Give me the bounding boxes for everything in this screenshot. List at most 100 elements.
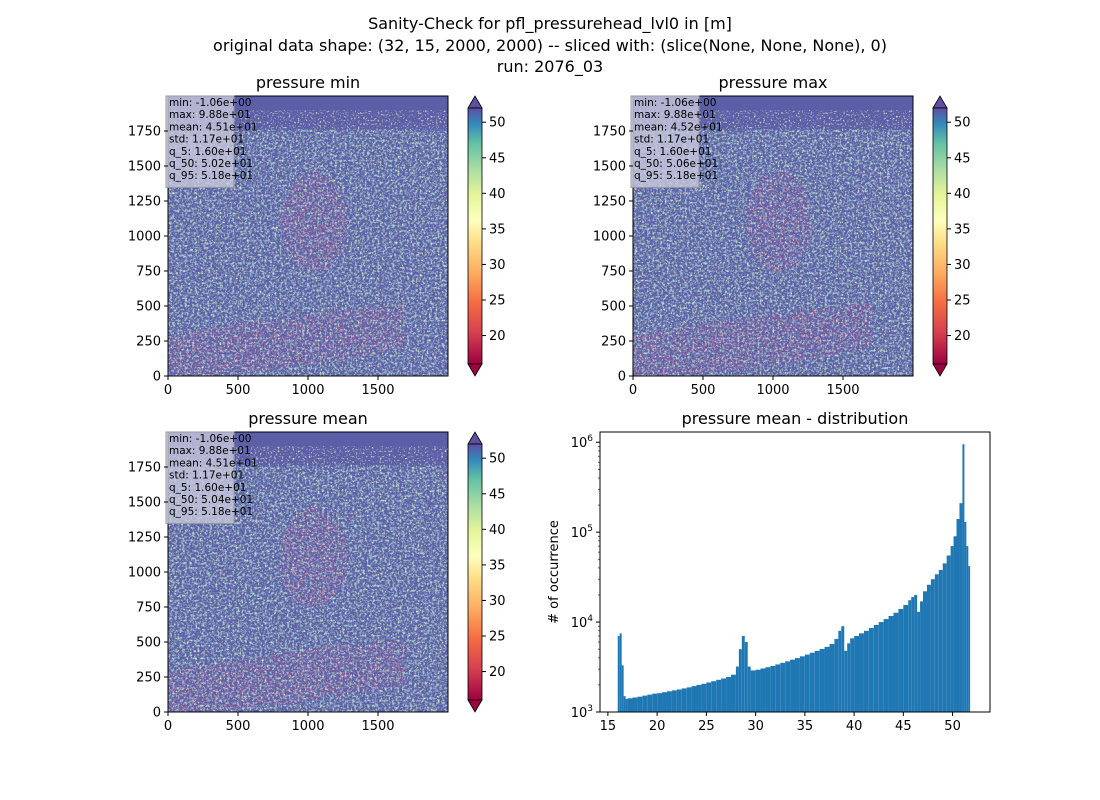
y-tick-label: 750 [136,601,161,616]
stats-line: q_5: 1.60e+01 [169,482,246,494]
histogram-bar [930,579,935,712]
y-tick-label: 1250 [593,195,626,210]
histogram-bar [735,666,739,712]
y-tick-label: 750 [601,265,626,280]
histogram-bar [804,654,810,712]
histogram-bar [923,591,927,712]
histogram-bar [691,686,697,712]
histogram-bar [747,666,751,712]
histogram-bar [790,659,795,712]
histogram-bar [711,681,717,712]
x-tick-label: 1500 [826,383,859,398]
histogram-panel: pressure mean - distribution 15 20 25 30 35 40… [547,409,991,734]
colorbar-tick-label: 40 [489,187,506,202]
histogram-bar [625,698,628,712]
stats-line: min: -1.06e+00 [634,97,716,109]
histogram-bar [744,642,748,712]
y-tick-label: 1250 [128,195,161,210]
histogram-bar [780,662,786,712]
y-tick-label: 0 [153,370,161,385]
x-tick-label: 1000 [291,383,324,398]
x-tick-label: 1500 [361,383,394,398]
histogram-bar [962,444,965,712]
y-tick-label: 250 [136,671,161,686]
histogram-bar [642,695,648,712]
histogram-bar [716,679,722,712]
heatmap-image [633,96,913,376]
histogram-bar [730,674,736,712]
histogram-bar [838,630,842,712]
heatmap-central-patch [280,171,348,273]
colorbar-tick-label: 25 [489,630,506,645]
histogram-bar [738,649,742,712]
x-tick-label: 1500 [361,719,394,734]
colorbar-tick-label: 20 [954,329,971,344]
colorbar-tick-label: 25 [489,294,506,309]
histogram-bar [938,569,943,712]
y-tick-label: 250 [136,335,161,350]
colorbar-tick-label: 45 [954,151,971,166]
colorbar-extend-top [467,95,483,109]
histogram-bar [755,669,761,712]
histogram-bar [750,670,756,712]
colorbar-tick-label: 35 [489,558,506,573]
colorbar-extend-bottom [467,699,483,713]
x-tick-label: 500 [691,383,716,398]
y-tick-label: 0 [618,370,626,385]
y-tick-label: 105 [571,524,593,541]
histogram-bars [617,444,971,712]
stats-line: max: 9.88e+01 [169,445,251,457]
colorbar-tick-label: 20 [489,329,506,344]
x-tick-label: 500 [226,719,251,734]
histogram-bar [850,638,855,712]
stats-box-bg [165,95,235,188]
histogram-bar [854,636,860,712]
colorbar-extend-bottom [932,363,948,377]
histogram-bar [617,636,620,712]
histogram-bar [627,698,633,712]
y-tick-label: 1000 [128,230,161,245]
y-tick-label: 500 [136,300,161,315]
x-tick-label: 35 [797,719,814,734]
histogram-bar [868,627,874,712]
x-tick-label: 15 [600,719,617,734]
panel-title: pressure min [256,73,360,92]
histogram-bar [652,693,658,712]
stats-line: mean: 4.52e+01 [634,121,723,133]
y-tick-label: 1500 [593,160,626,175]
y-tick-label: 1250 [128,531,161,546]
x-tick-label: 50 [944,719,961,734]
histogram-bar [686,687,692,712]
y-tick-label: 1750 [128,125,161,140]
figure-title-line-1: Sanity-Check for pfl_pressurehead_lvl0 i… [368,14,732,34]
histogram-bar [893,612,899,712]
stats-line: q_5: 1.60e+01 [634,146,711,158]
y-tick-label: 500 [136,636,161,651]
colorbar-tick-label: 40 [489,523,506,538]
histogram-bar [765,667,771,712]
colorbar-tick-label: 30 [489,594,506,609]
stats-line: max: 9.88e+01 [634,109,716,121]
figure-title-line-2: original data shape: (32, 15, 2000, 2000… [213,36,887,55]
colorbar-gradient [467,107,483,365]
figure-title-line-3: run: 2076_03 [497,57,603,77]
colorbar-tick-label: 40 [954,187,971,202]
x-tick-label: 1000 [291,719,324,734]
histogram-bar [676,689,682,712]
heatmap-central-patch [280,507,348,609]
y-tick-label: 750 [136,265,161,280]
stats-line: q_5: 1.60e+01 [169,146,246,158]
y-tick-label: 106 [571,434,594,451]
heatmap-red-band [633,303,871,376]
stats-line: min: -1.06e+00 [169,97,251,109]
y-tick-label: 1750 [128,461,161,476]
histogram-bar [657,693,663,712]
colorbar-tick-label: 50 [954,116,971,131]
histogram-bar [934,574,939,712]
histogram-bar [619,633,622,712]
x-tick-label: 45 [895,719,912,734]
colorbar-tick-label: 35 [954,222,971,237]
histogram-bar [841,626,845,712]
